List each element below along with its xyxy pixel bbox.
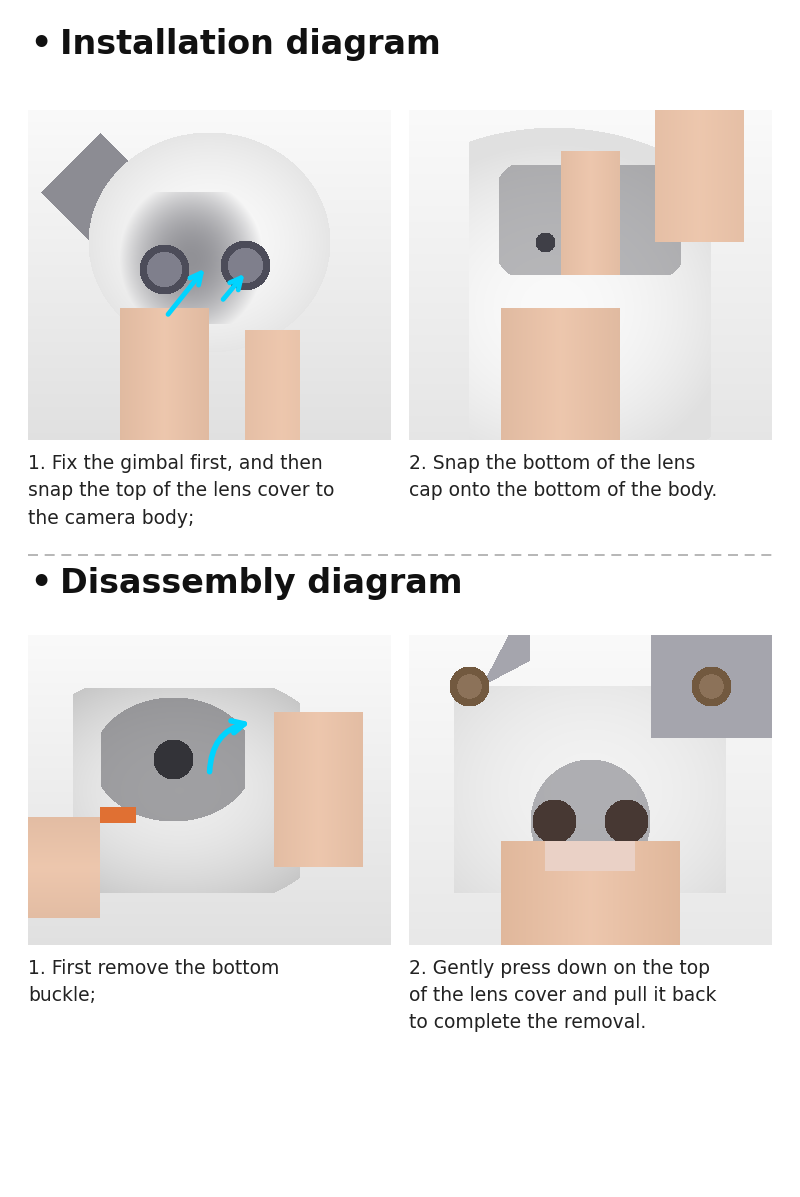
Text: •: • [30,567,51,600]
Text: 1. Fix the gimbal first, and then
snap the top of the lens cover to
the camera b: 1. Fix the gimbal first, and then snap t… [28,454,334,528]
Text: 2. Gently press down on the top
of the lens cover and pull it back
to complete t: 2. Gently press down on the top of the l… [409,959,717,1033]
Text: 2. Snap the bottom of the lens
cap onto the bottom of the body.: 2. Snap the bottom of the lens cap onto … [409,454,718,500]
Text: Disassembly diagram: Disassembly diagram [60,567,462,600]
Text: Installation diagram: Installation diagram [60,28,441,61]
FancyBboxPatch shape [28,634,391,944]
FancyBboxPatch shape [28,110,391,440]
FancyBboxPatch shape [409,110,772,440]
Text: 1. First remove the bottom
buckle;: 1. First remove the bottom buckle; [28,959,279,1005]
FancyBboxPatch shape [409,634,772,944]
Text: •: • [30,28,51,61]
